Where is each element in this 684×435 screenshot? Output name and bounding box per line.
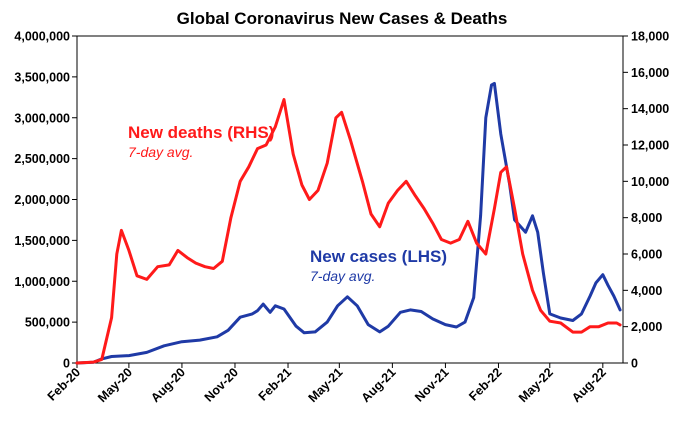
deaths-line: [75, 98, 622, 365]
right-tick-label: 6,000: [631, 248, 662, 262]
left-tick-label: 4,000,000: [14, 30, 70, 44]
x-tick-label: May-21: [306, 365, 346, 405]
plot-area: [76, 35, 624, 364]
left-tick-label: 500,000: [25, 316, 70, 330]
left-tick-label: 1,500,000: [14, 234, 70, 248]
right-tick-label: 4,000: [631, 284, 662, 298]
cases-label: New cases (LHS): [310, 247, 447, 266]
right-tick-label: 0: [631, 357, 638, 371]
x-tick-label: Aug-21: [359, 365, 399, 405]
left-axis: 0 500,000 1,000,000 1,500,000 2,000,000 2,500…: [14, 30, 77, 371]
x-tick-label: Aug-20: [148, 365, 188, 405]
right-tick-label: 8,000: [631, 211, 662, 225]
left-tick-label: 1,000,000: [14, 275, 70, 289]
left-tick-label: 0: [63, 357, 70, 371]
left-tick-label: 3,000,000: [14, 111, 70, 125]
cases-sublabel: 7-day avg.: [310, 268, 375, 284]
left-tick-label: 2,000,000: [14, 193, 70, 207]
deaths-sublabel: 7-day avg.: [128, 144, 193, 160]
x-tick-label: May-22: [516, 365, 556, 405]
right-tick-label: 16,000: [631, 66, 669, 80]
x-axis: Feb-20 May-20 Aug-20 Nov-20 Feb-21 May-21 Aug-…: [45, 363, 609, 405]
chart-title: Global Coronavirus New Cases & Deaths: [177, 9, 508, 28]
right-tick-label: 2,000: [631, 320, 662, 334]
x-tick-label: May-20: [95, 365, 135, 405]
right-tick-label: 12,000: [631, 139, 669, 153]
series-layer: [75, 81, 622, 365]
right-axis: 0 2,000 4,000 6,000 8,000 10,000 12,000 14,000 1…: [623, 30, 669, 371]
right-tick-label: 14,000: [631, 102, 669, 116]
x-tick-label: Aug-22: [569, 365, 609, 405]
left-tick-label: 3,500,000: [14, 70, 70, 84]
x-tick-label: Feb-20: [45, 365, 83, 403]
cases-line: [75, 81, 622, 365]
deaths-label: New deaths (RHS): [128, 123, 274, 142]
x-tick-label: Nov-20: [202, 365, 241, 404]
x-tick-label: Feb-22: [466, 365, 504, 403]
left-tick-label: 2,500,000: [14, 152, 70, 166]
x-tick-label: Feb-21: [256, 365, 294, 403]
x-tick-label: Nov-21: [412, 365, 451, 404]
right-tick-label: 10,000: [631, 175, 669, 189]
right-tick-label: 18,000: [631, 30, 669, 44]
